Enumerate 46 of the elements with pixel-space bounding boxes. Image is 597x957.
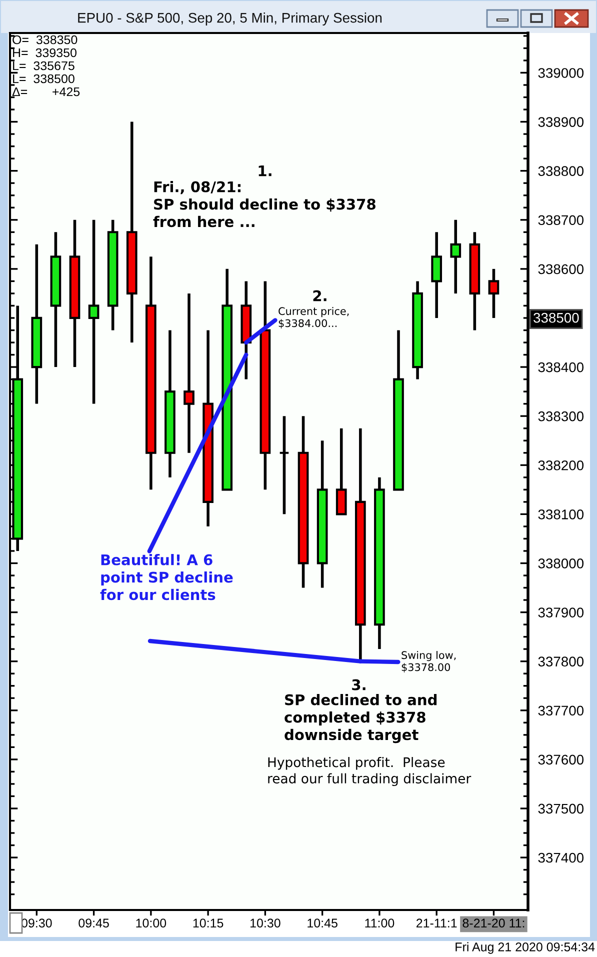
y-tick-label: 338200 (538, 460, 584, 470)
candlestick (450, 218, 462, 295)
candlestick (184, 292, 194, 454)
x-tick-label: 09:45 (78, 918, 109, 928)
annotation: Hypothetical profit. Please read our full trading disclaimer (268, 757, 472, 786)
y-tick-label: 337500 (538, 804, 584, 814)
x-tick-label: 21-11:1 (416, 918, 457, 928)
y-tick-label: 337800 (538, 656, 584, 666)
x-tick-label: 10:30 (250, 918, 280, 928)
annotation: L= 335675 (13, 61, 74, 70)
annotation: Current price, $3384.00... (278, 307, 349, 329)
x-tick-label: 11:00 (365, 918, 394, 928)
y-tick-label: 337600 (538, 754, 584, 765)
y-tick-label: 337700 (538, 706, 584, 716)
text: Fri Aug 21 2020 09:54:34 (456, 942, 595, 954)
annotation: SP declined to and completed $3378 downside target (284, 694, 437, 744)
candlestick (278, 414, 290, 516)
annotation: 2. (313, 290, 326, 302)
x-tick-label: 10:00 (136, 918, 166, 928)
chart-title: EPU0 - S&P 500, Sep 20, 5 Min, Primary Session (78, 12, 382, 26)
annotation: O= 338350 (12, 35, 78, 44)
annotation: Swing low, $3378.00 (402, 651, 456, 673)
y-tick-label: 338600 (538, 264, 584, 274)
y-tick-label: 337400 (538, 852, 584, 863)
y-tick-label: 338300 (538, 411, 584, 422)
text: 338500 (534, 312, 579, 323)
y-tick-label: 338400 (538, 362, 584, 372)
annotation: 3. (352, 679, 366, 690)
y-tick-label: 338100 (538, 510, 584, 520)
annotation: 1. (258, 165, 272, 176)
annotation: Fri., 08/21: SP should decline to $3378 from here ... (153, 181, 376, 228)
annotation: Δ= +425 (12, 87, 80, 96)
y-tick-label: 338700 (538, 215, 584, 226)
y-tick-label: 337900 (538, 608, 584, 618)
annotation: L= 338500 (13, 74, 74, 84)
y-tick-label: 339000 (538, 68, 584, 78)
annotation: H= 339350 (13, 48, 76, 58)
y-tick-label: 338900 (538, 117, 584, 127)
x-tick-label: 10:15 (193, 918, 224, 928)
x-tick-label: 8-21-20 11: (462, 918, 524, 928)
candlestick (88, 218, 100, 406)
annotation: Beautiful! A 6 point SP decline for our clients (100, 554, 233, 600)
candlestick (488, 268, 500, 320)
y-tick-label: 338000 (538, 558, 584, 568)
x-tick-label: 10:45 (308, 918, 338, 928)
y-tick-label: 338800 (538, 166, 584, 176)
